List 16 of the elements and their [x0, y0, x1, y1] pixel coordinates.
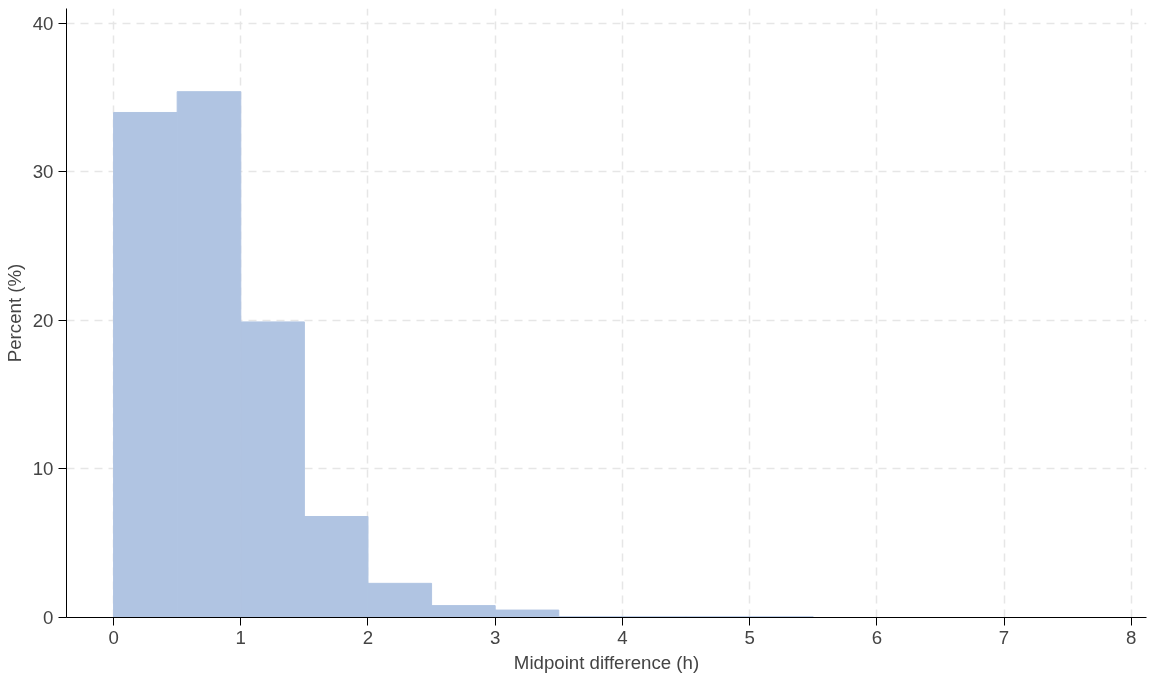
x-tick-label: 0: [108, 626, 119, 648]
x-tick-label: 5: [744, 626, 755, 648]
y-tick-label: 20: [32, 309, 54, 331]
y-tick-label: 40: [32, 12, 54, 34]
x-tick-label: 6: [871, 626, 883, 648]
x-axis-title: Midpoint difference (h): [513, 651, 700, 673]
x-tick-label: 1: [235, 626, 246, 648]
y-tick-label: 0: [43, 607, 54, 628]
x-tick-label: 7: [998, 626, 1010, 648]
y-tick-label: 30: [32, 161, 54, 183]
y-axis-title: Percent (%): [3, 263, 25, 363]
y-tick-label: 10: [32, 458, 54, 480]
x-tick-label: 3: [490, 626, 501, 648]
x-tick-label: 2: [362, 626, 374, 648]
x-tick-label: 4: [617, 626, 628, 648]
x-tick-label: 8: [1126, 626, 1137, 648]
